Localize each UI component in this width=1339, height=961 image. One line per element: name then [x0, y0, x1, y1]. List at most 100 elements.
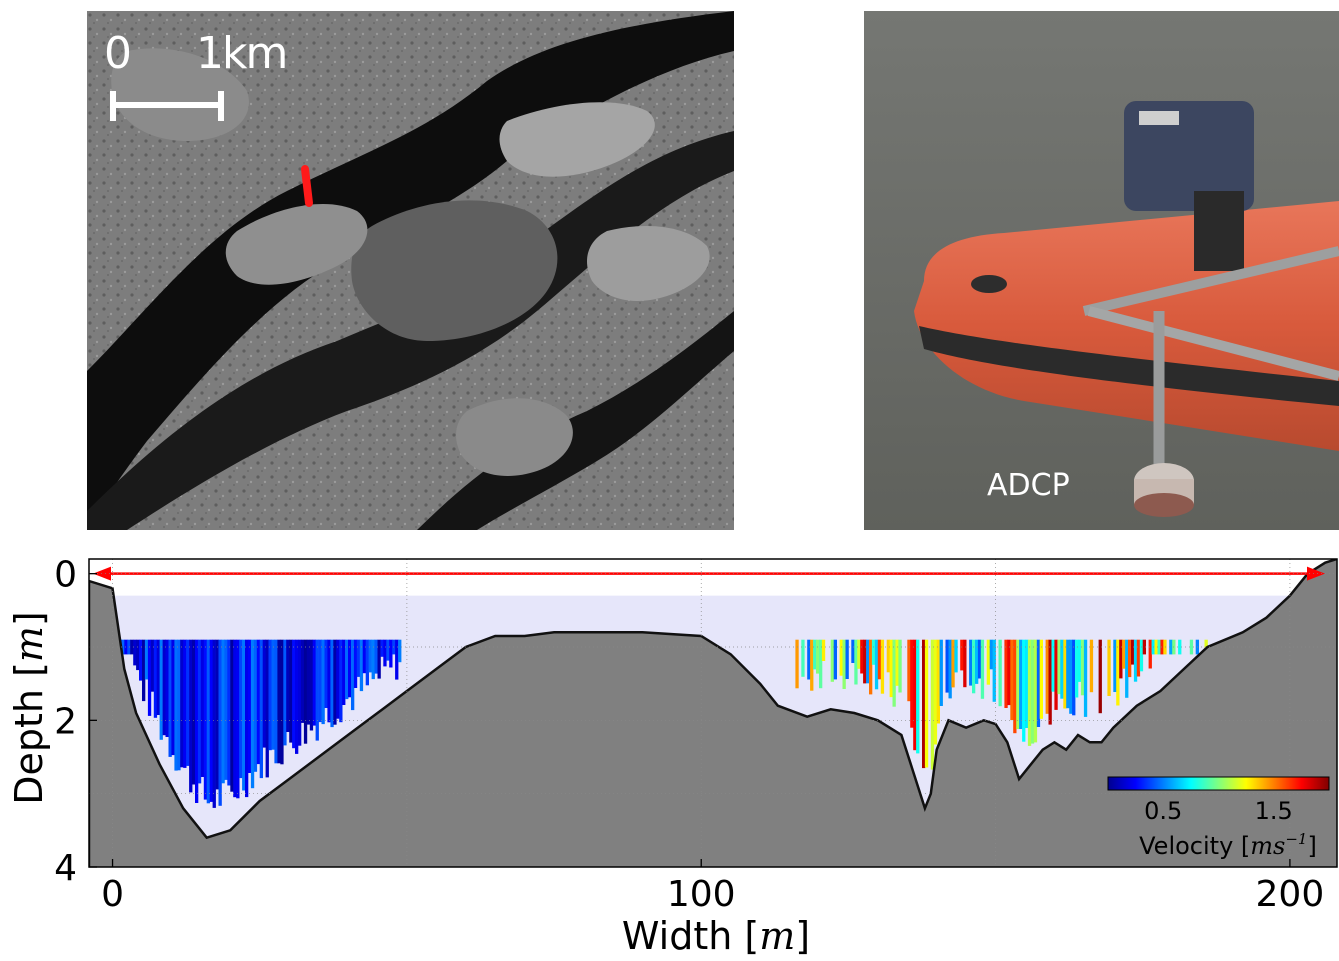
velocity-cell: [189, 639, 193, 793]
velocity-cell: [327, 639, 331, 723]
river-bed: [89, 559, 1337, 867]
velocity-cell: [159, 639, 163, 740]
plot-frame: [88, 558, 1338, 868]
colorbar-title: Velocity: [1139, 832, 1233, 860]
velocity-cell: [975, 639, 979, 684]
grid: [89, 559, 1337, 868]
scale-end-label: 1km: [196, 32, 288, 76]
velocity-cell: [139, 639, 143, 681]
x-tick-label: 0: [101, 874, 124, 915]
velocity-cell: [980, 639, 985, 699]
velocity-cell: [1148, 639, 1152, 669]
velocity-cell: [1083, 639, 1088, 717]
velocity-cell: [171, 639, 175, 756]
velocity-cell: [1066, 639, 1070, 709]
velocity-cell: [1075, 639, 1079, 698]
velocity-cell: [153, 639, 158, 718]
velocity-cell: [177, 639, 181, 771]
velocity-cell: [236, 639, 240, 799]
velocity-cell: [830, 639, 834, 682]
velocity-cell: [250, 639, 255, 789]
velocity-cell: [303, 639, 308, 744]
velocity-cell: [989, 639, 993, 670]
velocity-cell: [1133, 639, 1138, 682]
velocity-cell: [309, 639, 314, 731]
y-axis-label: Depth [m]: [7, 611, 51, 805]
velocity-cell: [936, 639, 940, 724]
velocity-cell: [374, 639, 378, 674]
velocity-cell: [209, 639, 213, 802]
velocity-cell: [245, 639, 249, 798]
velocity-cell: [389, 639, 393, 668]
velocity-cell: [972, 639, 976, 694]
velocity-cell: [268, 639, 272, 751]
velocity-cell: [395, 639, 399, 680]
velocity-cell: [986, 639, 990, 685]
velocity-cell: [262, 639, 266, 748]
velocity-cell: [186, 639, 190, 766]
velocity-cell: [845, 639, 849, 679]
velocity-cell: [150, 639, 155, 692]
velocity-cell: [810, 639, 814, 691]
velocity-cell: [895, 639, 899, 686]
velocity-cell: [127, 639, 131, 655]
velocity-cell: [1045, 639, 1049, 714]
velocity-cell: [165, 639, 169, 737]
velocity-cell: [1030, 639, 1035, 744]
velocity-cell: [977, 639, 982, 679]
velocity-cell: [795, 639, 799, 689]
velocity-cell: [1189, 639, 1194, 655]
velocity-cell: [342, 639, 346, 705]
y-axis: 0 2 4: [54, 555, 97, 889]
velocity-cell: [230, 639, 234, 792]
velocity-cell: [233, 639, 237, 798]
velocity-cell: [218, 639, 222, 806]
velocity-cell: [1057, 639, 1061, 695]
velocity-cell: [130, 639, 134, 655]
velocity-cell: [939, 639, 943, 706]
velocity-cell: [147, 639, 152, 716]
velocity-cell: [839, 639, 843, 676]
velocity-cell: [351, 639, 355, 711]
velocity-cell: [1072, 639, 1076, 716]
velocity-cell: [197, 639, 202, 784]
velocity-cell: [353, 639, 358, 688]
velocity-cell: [951, 639, 955, 688]
colorbar-unit: ms: [1250, 832, 1285, 860]
colorbar-unit-exponent: −1: [1285, 830, 1307, 848]
velocity-cell: [398, 639, 402, 663]
velocity-cell: [819, 639, 823, 689]
velocity-cell: [916, 639, 920, 754]
velocity-cell: [1036, 639, 1041, 727]
satellite-image: 0 1km: [87, 11, 734, 530]
transect-marker: [301, 165, 313, 207]
velocity-cell: [203, 639, 208, 800]
velocity-cell: [224, 639, 228, 780]
scale-bar: [110, 91, 224, 121]
velocity-cell: [1054, 639, 1058, 710]
velocity-cell: [1139, 639, 1144, 672]
velocity-cell: [863, 639, 867, 684]
velocity-cell: [1039, 639, 1043, 719]
velocity-cell: [292, 639, 296, 749]
x-tick-label: 100: [667, 874, 736, 915]
velocity-cell: [1007, 639, 1011, 706]
velocity-cell: [324, 639, 328, 708]
velocity-cell: [312, 639, 316, 726]
velocity-cell: [333, 639, 337, 725]
velocity-cell: [1157, 639, 1161, 655]
velocity-cell: [192, 639, 196, 785]
velocity-cell: [813, 639, 817, 670]
velocity-cell: [265, 639, 269, 778]
velocity-cell: [913, 639, 917, 751]
velocity-cell: [330, 639, 334, 728]
velocity-cell: [842, 639, 846, 689]
velocity-cell: [898, 639, 902, 693]
velocity-cell: [259, 639, 263, 779]
velocity-cell: [283, 639, 287, 746]
velocity-cell: [133, 639, 137, 666]
width-arrow-right-head: [1307, 566, 1325, 581]
velocity-cell: [924, 639, 929, 768]
velocity-cell: [345, 639, 349, 700]
velocity-cell: [1089, 639, 1094, 693]
